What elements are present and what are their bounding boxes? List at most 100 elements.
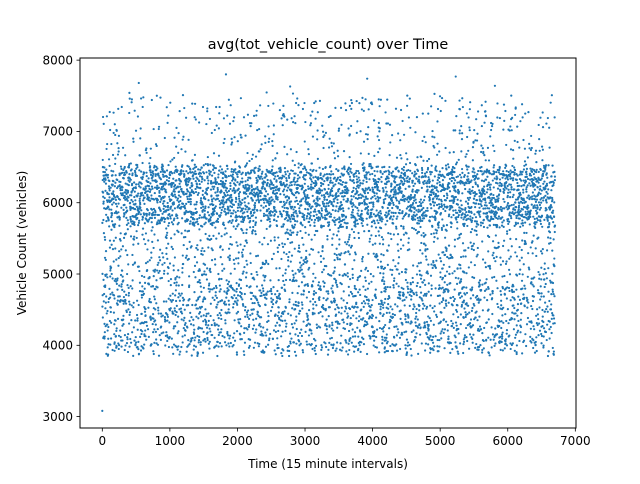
data-point [230, 143, 233, 146]
data-point [102, 278, 105, 281]
data-point [217, 127, 220, 130]
data-point [121, 324, 124, 327]
data-point [336, 149, 339, 152]
data-point [230, 201, 233, 205]
data-point [114, 162, 117, 166]
data-point [434, 217, 437, 220]
data-point [327, 183, 330, 187]
data-point [397, 256, 401, 259]
data-point [235, 351, 239, 354]
data-point [371, 243, 374, 246]
data-point [377, 180, 380, 184]
data-point [110, 272, 113, 276]
data-point [426, 180, 429, 183]
data-point [117, 256, 120, 260]
data-point [379, 260, 382, 263]
data-point [208, 282, 211, 285]
data-point [411, 179, 414, 182]
data-point [265, 227, 268, 231]
data-point [265, 168, 268, 171]
data-point [153, 328, 156, 331]
data-point [271, 159, 274, 162]
data-point [362, 189, 365, 192]
data-point [283, 188, 286, 191]
data-point [192, 332, 196, 335]
data-point [121, 194, 125, 197]
data-point [187, 138, 190, 141]
data-point [251, 301, 254, 305]
data-point [307, 308, 311, 312]
data-point [366, 133, 369, 136]
data-point [318, 211, 321, 214]
data-point [412, 184, 415, 188]
data-point [391, 206, 394, 210]
data-point [212, 213, 215, 216]
data-point [246, 313, 249, 316]
data-point [332, 272, 335, 275]
data-point [307, 334, 311, 337]
data-point [286, 259, 290, 262]
data-point [357, 231, 360, 235]
data-point [314, 210, 317, 213]
data-point [386, 219, 389, 222]
data-point [371, 188, 375, 191]
data-point [406, 291, 410, 294]
data-point [229, 235, 232, 239]
data-point [199, 285, 202, 288]
data-point [136, 346, 139, 349]
data-point [426, 188, 429, 191]
data-point [423, 292, 427, 296]
data-point [321, 216, 324, 219]
data-point [386, 214, 389, 217]
data-point [208, 267, 212, 270]
data-point [387, 295, 391, 298]
data-point [280, 315, 283, 318]
data-point [221, 269, 224, 272]
data-point [351, 208, 355, 211]
data-point [195, 200, 198, 204]
data-point [118, 218, 121, 221]
data-point [169, 215, 172, 218]
data-point [144, 185, 147, 188]
data-point [224, 182, 227, 185]
data-point [348, 307, 352, 311]
data-point [405, 207, 408, 210]
data-point [264, 259, 268, 262]
data-point [381, 166, 384, 169]
data-point [115, 327, 118, 330]
data-point [116, 195, 119, 199]
data-point [132, 301, 135, 304]
data-point [431, 179, 434, 182]
data-point [207, 319, 210, 322]
data-point [184, 322, 187, 325]
data-point [160, 182, 163, 185]
data-point [342, 198, 345, 201]
data-point [310, 329, 313, 332]
data-point [235, 257, 238, 260]
data-point [336, 176, 340, 179]
data-point [201, 274, 204, 277]
data-point [330, 343, 333, 346]
data-point [272, 183, 275, 187]
data-point [282, 190, 285, 193]
data-point [152, 317, 155, 320]
data-point [142, 238, 146, 241]
data-point [244, 134, 247, 137]
data-point [193, 102, 197, 105]
data-point [437, 198, 441, 201]
data-point [310, 162, 314, 165]
data-point [295, 304, 298, 307]
data-point [131, 287, 134, 290]
data-point [154, 210, 157, 214]
data-point [107, 192, 110, 196]
data-point [362, 109, 365, 112]
data-point [432, 335, 435, 338]
data-point [333, 151, 336, 154]
data-point [384, 297, 387, 301]
data-point [192, 318, 195, 321]
data-point [414, 317, 417, 320]
data-point [101, 305, 104, 308]
data-point [120, 345, 123, 348]
data-point [367, 171, 370, 174]
data-point [393, 313, 396, 317]
